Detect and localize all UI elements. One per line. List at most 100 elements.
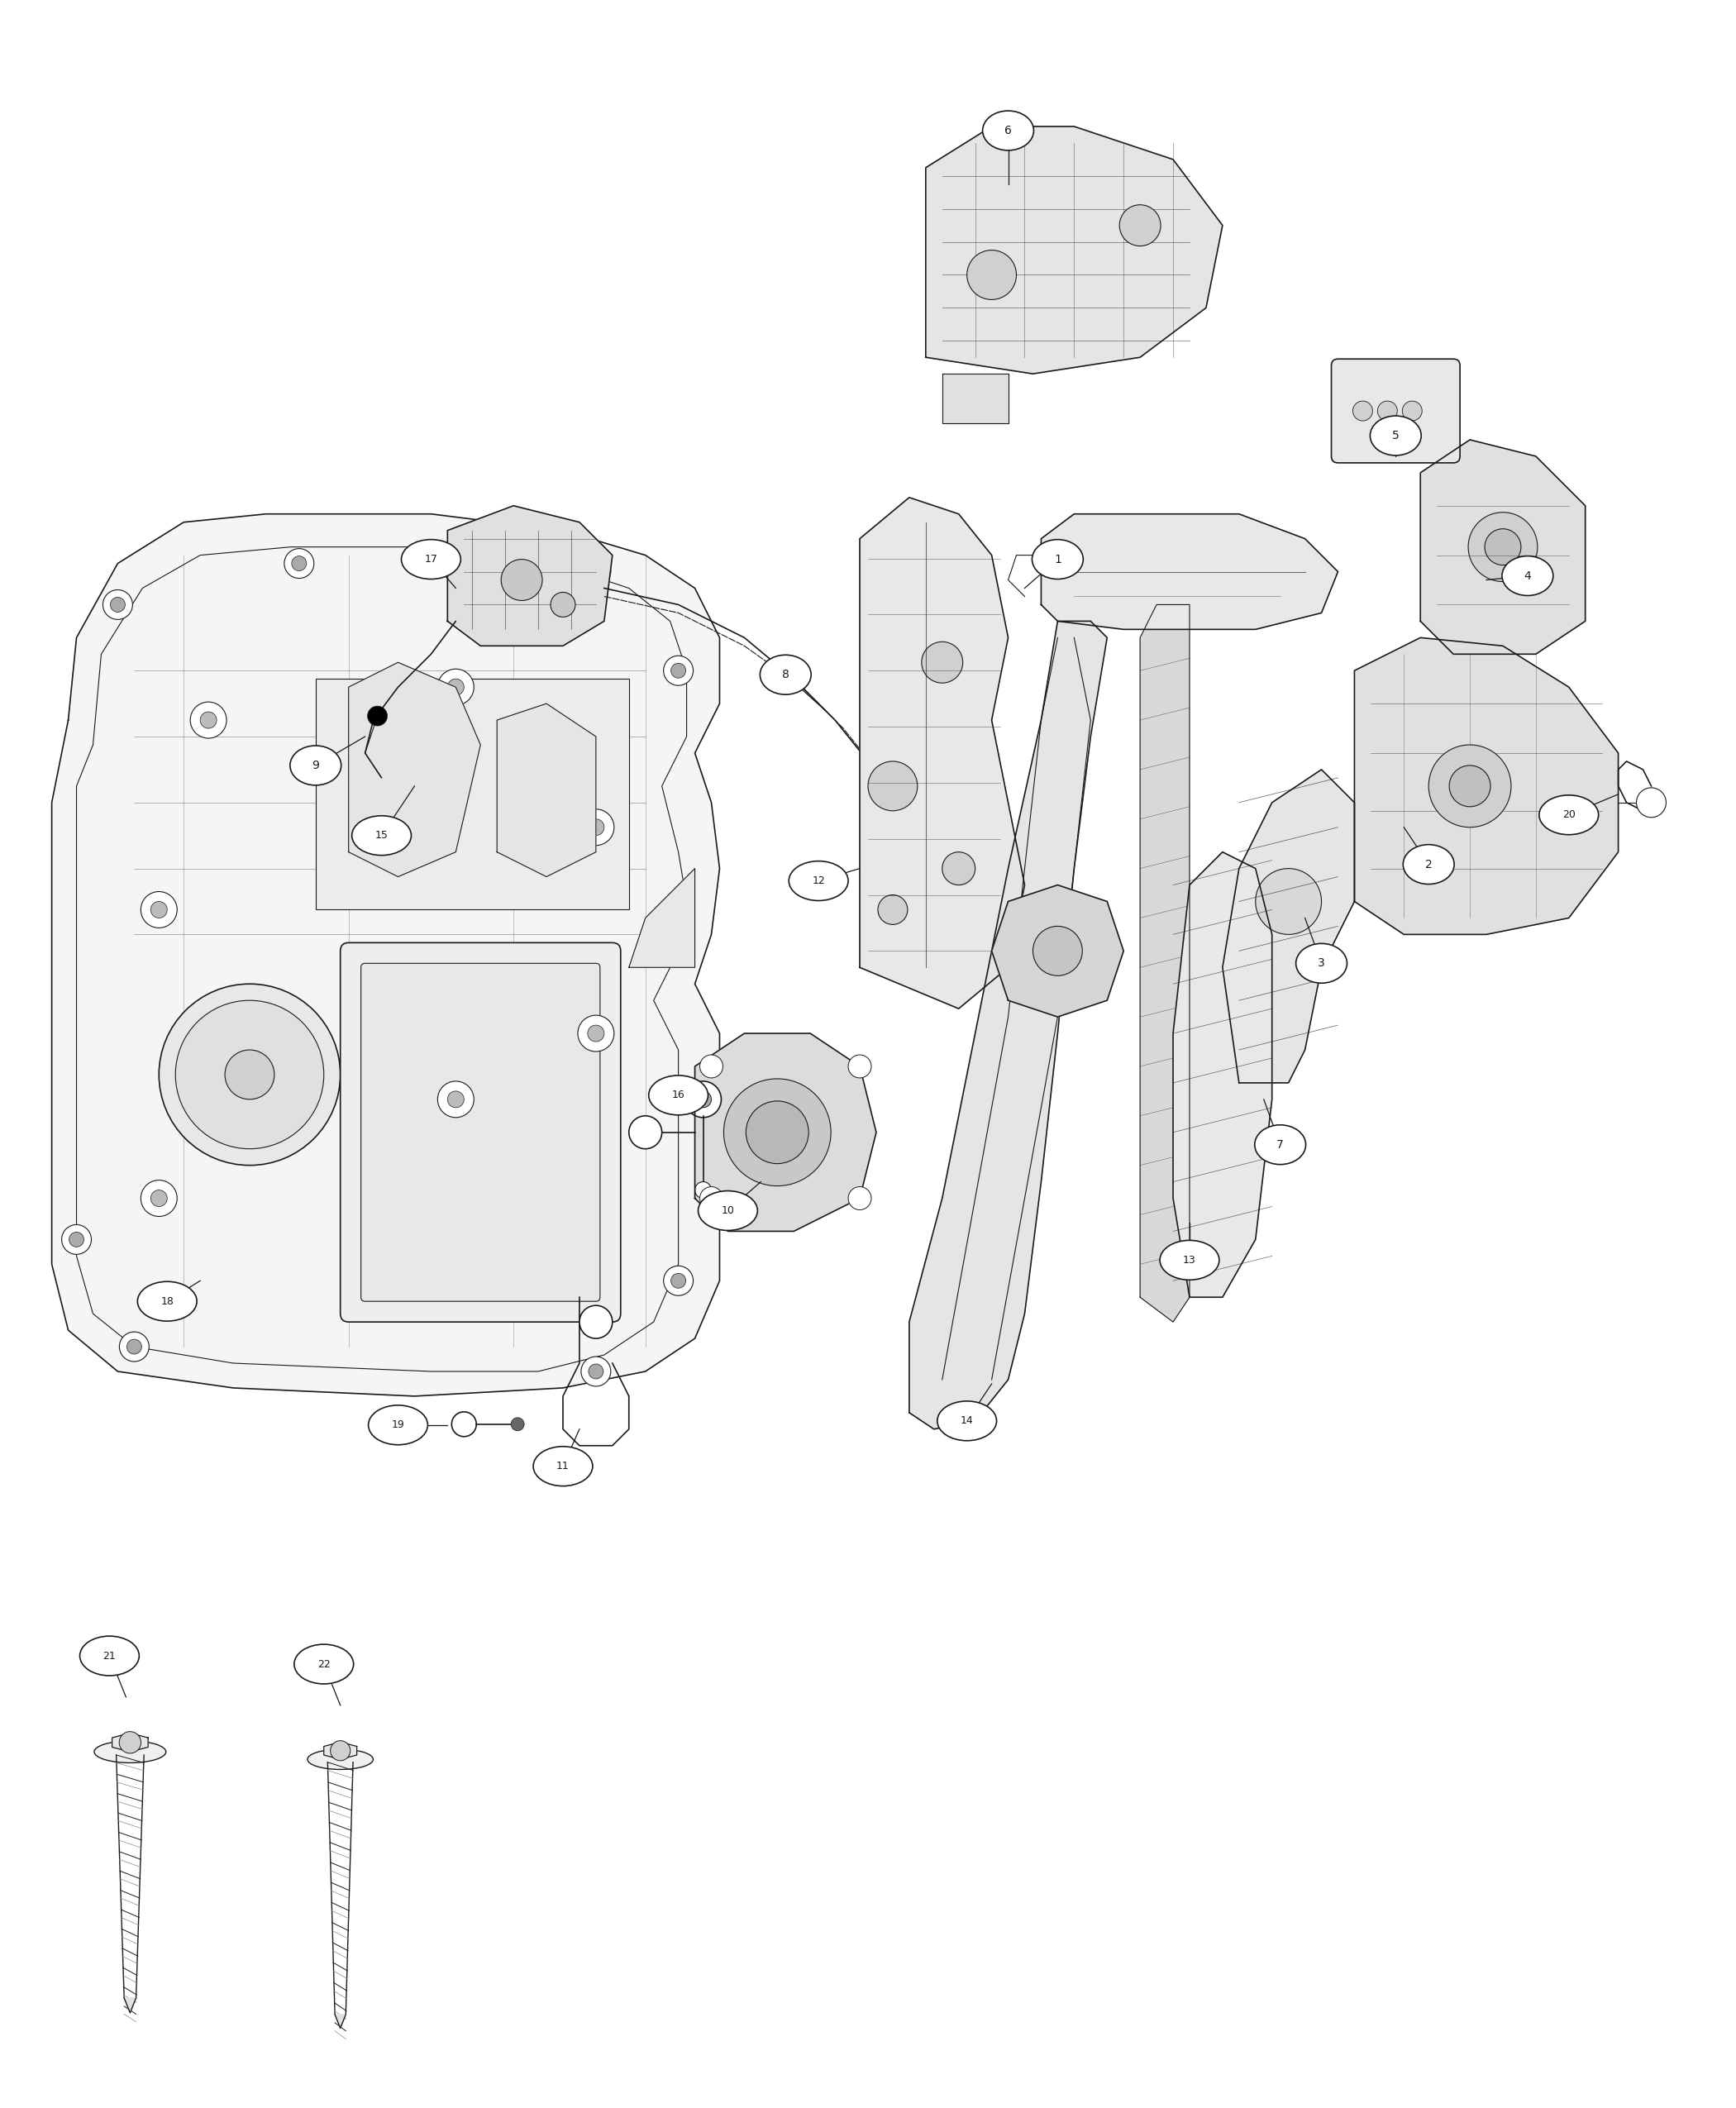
Circle shape	[589, 1364, 604, 1379]
Polygon shape	[925, 126, 1222, 373]
Circle shape	[1120, 204, 1161, 247]
Circle shape	[589, 1024, 604, 1041]
Polygon shape	[335, 2015, 345, 2028]
Text: 13: 13	[1182, 1254, 1196, 1265]
Circle shape	[141, 892, 177, 928]
Circle shape	[151, 1191, 167, 1206]
Polygon shape	[1141, 605, 1189, 1322]
Text: 16: 16	[672, 1090, 686, 1100]
Ellipse shape	[533, 1446, 592, 1486]
Circle shape	[448, 679, 464, 696]
Circle shape	[127, 1339, 142, 1353]
Circle shape	[1637, 788, 1667, 818]
Circle shape	[849, 1054, 871, 1077]
Circle shape	[191, 702, 227, 738]
Circle shape	[368, 706, 387, 725]
Polygon shape	[1420, 441, 1585, 653]
Circle shape	[363, 702, 399, 738]
Circle shape	[589, 565, 604, 580]
Text: 12: 12	[812, 875, 825, 885]
FancyBboxPatch shape	[340, 942, 621, 1322]
Ellipse shape	[293, 1644, 354, 1684]
Circle shape	[448, 1092, 464, 1107]
Circle shape	[849, 1187, 871, 1210]
Ellipse shape	[788, 860, 849, 900]
Circle shape	[1403, 401, 1422, 422]
Polygon shape	[113, 1733, 148, 1752]
Circle shape	[330, 1741, 351, 1760]
Circle shape	[1484, 529, 1521, 565]
Polygon shape	[496, 704, 595, 877]
Polygon shape	[694, 1033, 877, 1231]
Circle shape	[292, 557, 307, 571]
Circle shape	[1378, 401, 1397, 422]
Circle shape	[694, 1183, 712, 1197]
Circle shape	[151, 902, 167, 917]
Circle shape	[373, 713, 391, 729]
Polygon shape	[325, 1741, 358, 1760]
Polygon shape	[448, 506, 613, 645]
Text: 8: 8	[781, 668, 790, 681]
Text: 11: 11	[557, 1461, 569, 1471]
Text: 15: 15	[375, 831, 389, 841]
Circle shape	[550, 592, 575, 618]
Text: 14: 14	[960, 1414, 974, 1427]
Circle shape	[686, 1081, 720, 1117]
Polygon shape	[125, 1998, 135, 2013]
Circle shape	[510, 1417, 524, 1431]
Circle shape	[670, 1273, 686, 1288]
Ellipse shape	[1033, 540, 1083, 580]
Polygon shape	[1042, 514, 1338, 630]
Circle shape	[451, 1412, 476, 1436]
Ellipse shape	[352, 816, 411, 856]
Text: 3: 3	[1318, 957, 1325, 970]
Circle shape	[877, 778, 901, 801]
Circle shape	[102, 590, 132, 620]
Circle shape	[943, 852, 976, 885]
Circle shape	[226, 1050, 274, 1100]
Circle shape	[111, 597, 125, 611]
Polygon shape	[1354, 637, 1618, 934]
FancyBboxPatch shape	[361, 963, 601, 1301]
Circle shape	[589, 820, 604, 835]
Polygon shape	[910, 622, 1108, 1429]
Circle shape	[967, 251, 1016, 299]
Ellipse shape	[137, 1282, 196, 1322]
Text: 9: 9	[312, 759, 319, 772]
Polygon shape	[1222, 769, 1354, 1084]
Circle shape	[663, 1267, 693, 1296]
Ellipse shape	[937, 1402, 996, 1440]
Circle shape	[578, 1016, 615, 1052]
Ellipse shape	[307, 1750, 373, 1769]
Circle shape	[878, 896, 908, 925]
Circle shape	[502, 559, 542, 601]
Text: 5: 5	[1392, 430, 1399, 441]
Circle shape	[285, 548, 314, 578]
Circle shape	[1033, 925, 1082, 976]
Circle shape	[62, 1225, 92, 1254]
Polygon shape	[991, 885, 1123, 1016]
Polygon shape	[1174, 852, 1272, 1296]
Circle shape	[700, 1054, 722, 1077]
Ellipse shape	[1160, 1240, 1219, 1280]
Circle shape	[670, 664, 686, 679]
Circle shape	[1429, 744, 1510, 826]
Ellipse shape	[1295, 944, 1347, 982]
Text: 10: 10	[720, 1206, 734, 1216]
Ellipse shape	[698, 1191, 757, 1231]
Text: 6: 6	[1005, 124, 1012, 137]
Circle shape	[160, 984, 340, 1166]
Circle shape	[663, 656, 693, 685]
Circle shape	[746, 1100, 809, 1164]
Ellipse shape	[983, 112, 1033, 150]
Ellipse shape	[94, 1741, 167, 1762]
Circle shape	[69, 1231, 83, 1248]
Ellipse shape	[290, 746, 342, 784]
Circle shape	[694, 1092, 712, 1107]
Circle shape	[628, 1115, 661, 1149]
Ellipse shape	[760, 656, 811, 694]
Text: 19: 19	[392, 1419, 404, 1431]
Circle shape	[120, 1731, 141, 1754]
Text: 1: 1	[1054, 554, 1061, 565]
Circle shape	[868, 761, 917, 812]
